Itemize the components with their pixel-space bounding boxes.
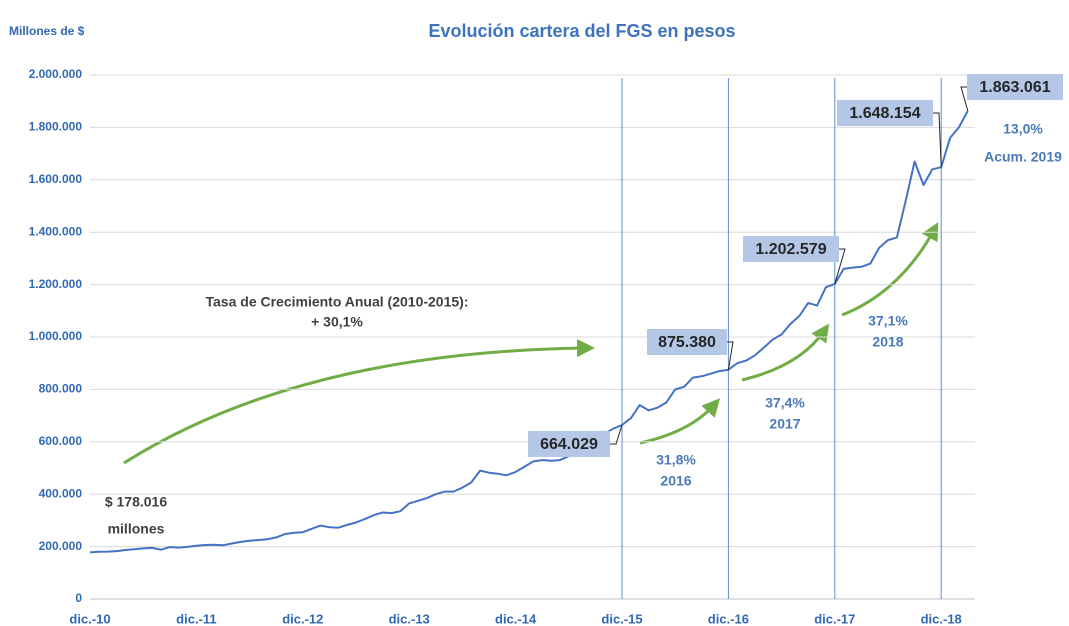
y-tick-label: 0 [75,591,82,605]
x-tick-label: dic.-14 [495,611,537,626]
y-tick-label: 1.200.000 [29,277,83,291]
y-tick-label: 200.000 [39,539,83,553]
y-tick-label: 600.000 [39,434,83,448]
value-label: 875.380 [658,334,716,351]
y-tick-label: 1.400.000 [29,224,83,238]
label-box [837,100,933,126]
x-tick-label: dic.-13 [389,611,430,626]
arrow [123,339,595,465]
y-tick-label: 1.800.000 [29,120,83,134]
annotation: 37,1% [868,313,908,329]
y-tick-label: 800.000 [39,382,83,396]
value-label: 1.648.154 [849,105,920,122]
annotation: $ 178.016 [105,494,167,510]
arrow [639,398,720,445]
leader-line [960,86,969,112]
annotation: 2017 [769,416,800,432]
data-line [89,110,969,554]
label-box [647,329,727,355]
chart-title: Evolución cartera del FGS en pesos [428,21,735,41]
annotation: millones [108,521,165,537]
x-tick-label: dic.-15 [601,611,642,626]
annotation: 37,4% [765,395,805,411]
label-box [967,74,1063,100]
label-box [743,236,839,262]
annotation: Tasa de Crecimiento Anual (2010-2015): [206,294,469,310]
annotation: 31,8% [656,452,696,468]
value-label: 664.029 [540,436,598,453]
x-tick-label: dic.-12 [282,611,323,626]
leader-line [834,248,846,285]
leader-line [933,112,942,168]
annotation: 2016 [660,473,691,489]
y-axis-label: Millones de $ [9,24,85,38]
annotation: 13,0% [1003,121,1043,137]
annotation: 2018 [872,334,903,350]
value-label: 1.202.579 [755,241,826,258]
value-label: 1.863.061 [979,79,1050,96]
arrow [841,222,939,317]
y-tick-label: 2.000.000 [29,67,83,81]
y-tick-label: 1.000.000 [29,329,83,343]
x-tick-label: dic.-10 [69,611,110,626]
x-tick-label: dic.-17 [814,611,855,626]
label-box [528,431,610,457]
growth-arrows [123,222,939,465]
arrow [741,323,830,382]
x-tick-label: dic.-16 [708,611,749,626]
y-tick-label: 1.600.000 [29,172,83,186]
annotation: + 30,1% [311,314,363,330]
leader-line [610,424,623,445]
x-tick-label: dic.-18 [921,611,962,626]
y-tick-label: 400.000 [39,486,83,500]
leader-line [727,341,734,370]
annotation: Acum. 2019 [984,149,1062,165]
x-tick-label: dic.-11 [176,611,216,626]
